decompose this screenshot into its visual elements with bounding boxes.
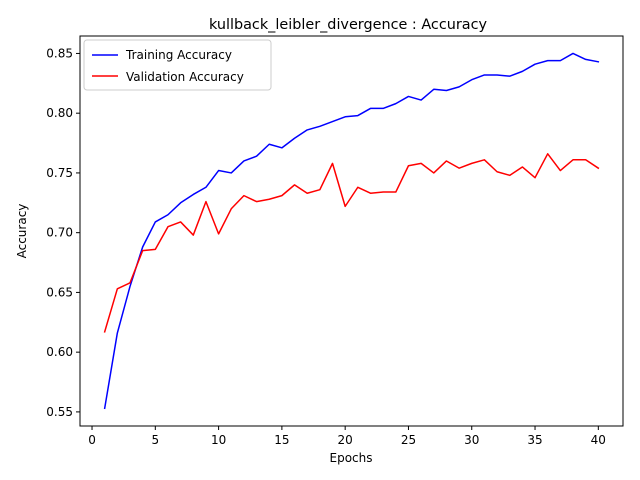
x-tick-label: 5 (151, 433, 159, 447)
x-tick-label: 30 (464, 433, 479, 447)
x-tick-label: 35 (527, 433, 542, 447)
series-line-validation-accuracy (103, 153, 600, 333)
y-tick-label: 0.75 (46, 166, 73, 180)
y-tick-label: 0.60 (46, 345, 73, 359)
x-tick-label: 10 (211, 433, 226, 447)
y-tick-label: 0.85 (46, 46, 73, 60)
x-tick-label: 15 (274, 433, 289, 447)
y-axis-label: Accuracy (15, 204, 29, 259)
series-line-training-accuracy (103, 52, 600, 410)
chart-title: kullback_leibler_divergence : Accuracy (209, 17, 488, 33)
y-tick-label: 0.80 (46, 106, 73, 120)
x-tick-label: 25 (401, 433, 416, 447)
legend: Training Accuracy Validation Accuracy (83, 39, 272, 91)
plot-area (103, 52, 600, 410)
plot-frame (79, 35, 624, 427)
legend-label-validation: Validation Accuracy (126, 70, 244, 84)
legend-label-training: Training Accuracy (125, 48, 232, 62)
y-tick-label: 0.55 (46, 405, 73, 419)
x-tick-label: 0 (88, 433, 96, 447)
y-tick-label: 0.65 (46, 285, 73, 299)
x-axis-label: Epochs (330, 451, 373, 465)
x-tick-label: 20 (338, 433, 353, 447)
y-tick-label: 0.70 (46, 226, 73, 240)
x-tick-label: 40 (591, 433, 606, 447)
axis-ticks: 0 5 10 15 20 25 30 35 40 0.55 0.60 0.65 0.70 0.75 0.80… (46, 46, 606, 447)
legend-box (83, 39, 272, 91)
